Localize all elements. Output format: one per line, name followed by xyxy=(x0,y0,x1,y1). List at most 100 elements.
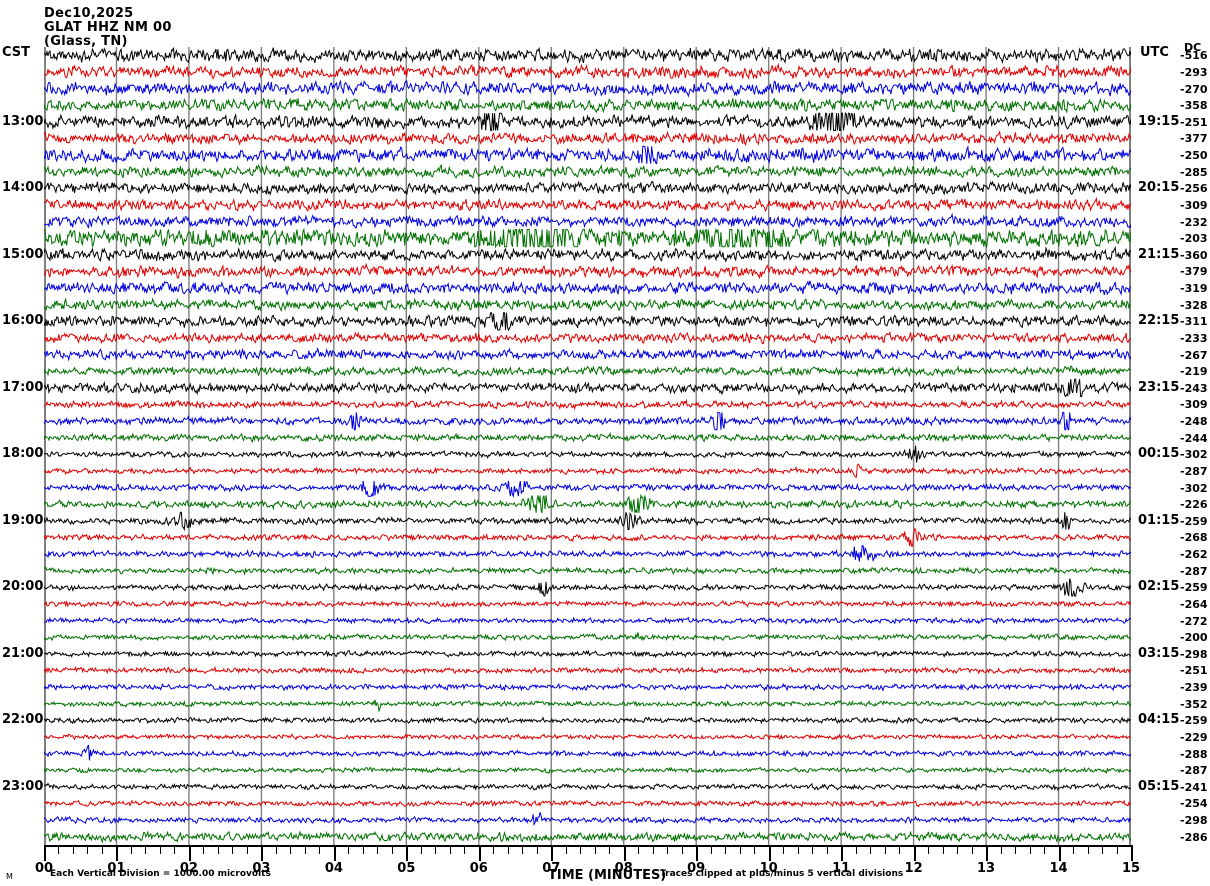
x-axis-minor-tick xyxy=(855,845,857,854)
dc-value: -241 xyxy=(1180,780,1208,794)
x-axis-minor-tick xyxy=(942,845,944,854)
dc-value: -200 xyxy=(1180,631,1208,645)
left-hour-label: 15:00 xyxy=(2,246,44,262)
x-axis-major-tick xyxy=(551,845,554,861)
x-axis-minor-tick xyxy=(348,845,350,854)
dc-value: -250 xyxy=(1180,149,1208,163)
seismic-trace xyxy=(44,365,1131,378)
x-axis-minor-tick xyxy=(971,845,973,854)
x-axis-minor-tick xyxy=(783,845,785,854)
right-hour-label: 01:15 xyxy=(1138,512,1180,528)
dc-value: -267 xyxy=(1180,348,1208,362)
x-axis-major-tick xyxy=(478,845,481,861)
seismic-trace xyxy=(44,715,1131,725)
x-axis-minor-tick xyxy=(899,845,901,854)
x-axis-major-tick xyxy=(696,845,699,861)
header-site: (Glass, TN) xyxy=(44,34,128,49)
seismic-trace xyxy=(44,682,1131,692)
seismic-trace xyxy=(44,528,1131,547)
seismic-trace xyxy=(44,227,1131,249)
x-axis-minor-tick xyxy=(101,845,103,854)
dc-value: -311 xyxy=(1180,315,1208,329)
seismic-trace xyxy=(44,578,1131,597)
dc-value: -248 xyxy=(1180,415,1208,429)
seismic-trace xyxy=(44,665,1131,675)
seismic-trace xyxy=(44,799,1131,808)
x-axis-minor-tick xyxy=(391,845,393,854)
corner-mark: M xyxy=(6,872,13,881)
seismic-trace xyxy=(44,262,1131,280)
right-hour-label: 20:15 xyxy=(1138,180,1180,196)
left-hour-label: 22:00 xyxy=(2,712,44,728)
x-axis-tick-label: 08 xyxy=(614,861,633,876)
x-axis-minor-tick xyxy=(246,845,248,854)
left-hour-label: 17:00 xyxy=(2,379,44,395)
x-axis-minor-tick xyxy=(1116,845,1118,854)
seismic-trace xyxy=(44,766,1131,775)
x-axis-minor-tick xyxy=(522,845,524,854)
x-axis-tick-label: 02 xyxy=(179,861,198,876)
dc-value: -272 xyxy=(1180,614,1208,628)
dc-value: -243 xyxy=(1180,381,1208,395)
x-axis-minor-tick xyxy=(145,845,147,854)
left-hour-label: 19:00 xyxy=(2,512,44,528)
seismic-trace xyxy=(44,599,1131,608)
dc-value: -319 xyxy=(1180,282,1208,296)
x-axis-title: TIME (MINUTES) xyxy=(548,868,667,883)
right-hour-label: 23:15 xyxy=(1138,379,1180,395)
dc-value: -259 xyxy=(1180,581,1208,595)
header-channel: GLAT HHZ NM 00 xyxy=(44,20,172,35)
dc-value: -302 xyxy=(1180,481,1208,495)
seismic-trace xyxy=(44,480,1131,498)
x-axis-major-tick xyxy=(1131,845,1133,861)
x-axis-minor-tick xyxy=(507,845,509,854)
x-axis-minor-tick xyxy=(290,845,292,854)
right-hour-label: 21:15 xyxy=(1138,246,1180,262)
left-hour-label: 20:00 xyxy=(2,579,44,595)
x-axis-major-tick xyxy=(1058,845,1061,861)
seismic-trace xyxy=(44,62,1131,80)
x-axis-minor-tick xyxy=(1044,845,1046,854)
x-axis-minor-tick xyxy=(58,845,60,854)
x-axis-minor-tick xyxy=(652,845,654,854)
seismic-trace xyxy=(44,812,1131,827)
dc-value: -203 xyxy=(1180,232,1208,246)
x-axis-tick-label: 01 xyxy=(107,861,126,876)
x-axis-major-tick xyxy=(261,845,264,861)
dc-value: -251 xyxy=(1180,115,1208,129)
dc-value: -298 xyxy=(1180,647,1208,661)
x-axis-minor-tick xyxy=(87,845,89,854)
x-axis-major-tick xyxy=(913,845,916,861)
x-axis-major-tick xyxy=(986,845,989,861)
x-axis-minor-tick xyxy=(754,845,756,854)
dc-value: -232 xyxy=(1180,215,1208,229)
dc-value: -268 xyxy=(1180,531,1208,545)
right-hour-label: 19:15 xyxy=(1138,113,1180,129)
seismic-trace xyxy=(44,145,1131,165)
x-axis-minor-tick xyxy=(870,845,872,854)
right-hour-label: 03:15 xyxy=(1138,645,1180,661)
x-axis-minor-tick xyxy=(565,845,567,854)
seismic-trace xyxy=(44,782,1131,792)
dc-value: -377 xyxy=(1180,132,1208,146)
seismic-trace xyxy=(44,47,1131,65)
seismic-trace xyxy=(44,330,1131,345)
seismic-trace xyxy=(44,566,1131,576)
left-hour-label: 23:00 xyxy=(2,778,44,794)
dc-value: -379 xyxy=(1180,265,1208,279)
x-axis-tick-label: 09 xyxy=(687,861,706,876)
dc-value: -360 xyxy=(1180,248,1208,262)
x-axis-tick-label: 00 xyxy=(34,861,54,876)
x-axis-tick-label: 04 xyxy=(324,861,343,876)
dc-value: -358 xyxy=(1180,99,1208,113)
dc-value: -251 xyxy=(1180,664,1208,678)
dc-value: -287 xyxy=(1180,564,1208,578)
seismic-trace xyxy=(44,346,1131,362)
x-axis-minor-tick xyxy=(435,845,437,854)
x-axis-minor-tick xyxy=(609,845,611,854)
dc-value: -270 xyxy=(1180,82,1208,96)
trace-canvas xyxy=(44,47,1131,845)
x-axis-major-tick xyxy=(623,845,626,861)
seismic-trace xyxy=(44,463,1131,479)
dc-value: -302 xyxy=(1180,448,1208,462)
